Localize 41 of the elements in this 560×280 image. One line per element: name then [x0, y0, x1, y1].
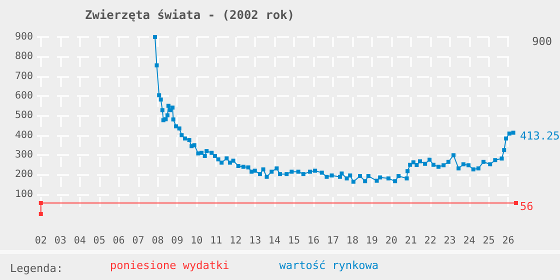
- x-tick-label: 22: [424, 236, 436, 246]
- x-tick-label: 12: [230, 236, 242, 246]
- x-tick-label: 09: [171, 236, 184, 246]
- x-tick-label: 07: [132, 236, 144, 246]
- annotation: 413.25: [520, 130, 560, 143]
- x-tick-label: 20: [385, 236, 398, 246]
- y-tick-label: 900: [14, 32, 33, 42]
- y-tick-label: 600: [14, 90, 33, 102]
- y-tick-label: 200: [14, 169, 33, 180]
- x-tick-label: 18: [346, 236, 358, 246]
- x-tick-label: 26: [502, 236, 514, 246]
- x-tick-label: 14: [268, 236, 281, 246]
- x-tick-label: 03: [54, 236, 66, 246]
- y-tick-label: 300: [14, 150, 33, 160]
- annotation: 56: [520, 200, 534, 213]
- legend-title: Legenda:: [10, 262, 63, 275]
- x-tick-label: 16: [307, 236, 320, 246]
- x-tick-label: 21: [404, 236, 417, 246]
- y-tick-label: 400: [14, 130, 33, 141]
- y-tick-label: 100: [14, 188, 33, 200]
- x-tick-label: 04: [74, 236, 86, 246]
- x-tick-label: 11: [210, 236, 222, 246]
- y-tick-label: 500: [14, 110, 33, 122]
- x-tick-label: 05: [93, 236, 106, 246]
- x-tick-label: 08: [152, 236, 164, 246]
- x-tick-label: 25: [482, 236, 495, 246]
- x-tick-label: 23: [444, 236, 456, 246]
- x-tick-label: 15: [288, 236, 300, 246]
- x-tick-label: 10: [190, 236, 203, 246]
- text: poniesione wydatki: [110, 259, 230, 272]
- y-tick-label: 800: [14, 51, 33, 62]
- x-tick-label: 17: [326, 236, 339, 246]
- x-tick-label: 24: [463, 236, 476, 246]
- x-tick-label: 19: [366, 236, 378, 246]
- text: wartość rynkowa: [279, 259, 379, 272]
- x-tick-label: 13: [249, 236, 262, 246]
- x-tick-label: 06: [112, 236, 125, 246]
- y-tick-label: 700: [14, 70, 33, 82]
- text: 900: [532, 35, 552, 48]
- chart-title: Zwierzęta świata - (2002 rok): [85, 8, 295, 22]
- x-tick-label: 02: [34, 236, 47, 246]
